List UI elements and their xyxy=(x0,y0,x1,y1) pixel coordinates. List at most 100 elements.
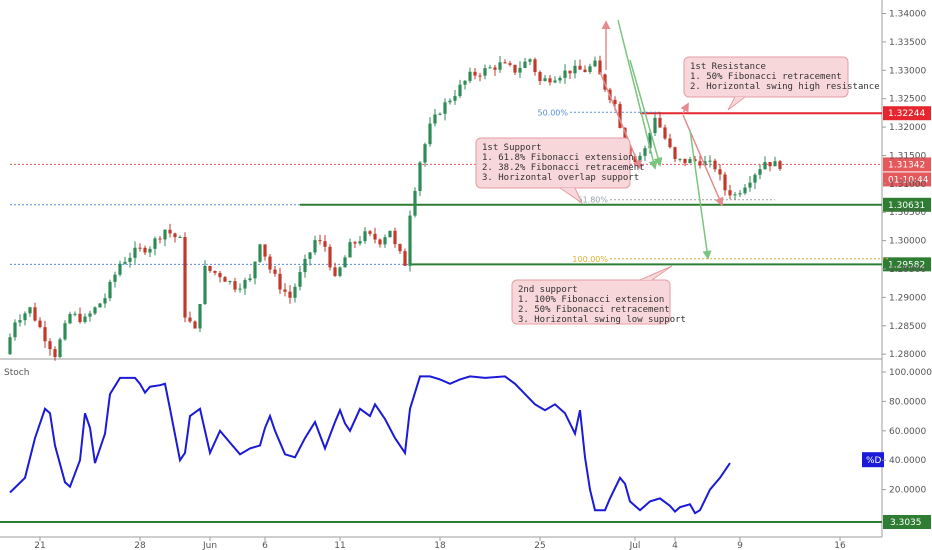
candle-body[interactable] xyxy=(298,272,302,287)
candle-body[interactable] xyxy=(363,231,367,242)
candle-body[interactable] xyxy=(98,303,102,308)
candle-body[interactable] xyxy=(243,280,247,289)
candle-body[interactable] xyxy=(173,233,177,238)
candle-body[interactable] xyxy=(738,193,742,195)
candle-body[interactable] xyxy=(433,114,437,124)
candle-body[interactable] xyxy=(113,274,117,282)
candle-body[interactable] xyxy=(263,244,267,257)
candle-body[interactable] xyxy=(483,68,487,76)
candle-body[interactable] xyxy=(73,313,77,315)
candle-body[interactable] xyxy=(548,78,552,83)
candle-body[interactable] xyxy=(33,307,37,321)
candle-body[interactable] xyxy=(213,270,217,273)
candle-body[interactable] xyxy=(423,144,427,163)
candle-body[interactable] xyxy=(703,161,707,166)
candle-body[interactable] xyxy=(513,64,517,73)
candle-body[interactable] xyxy=(28,307,32,314)
candle-body[interactable] xyxy=(573,65,577,74)
candle-body[interactable] xyxy=(343,257,347,268)
candle-body[interactable] xyxy=(18,320,22,323)
candle-body[interactable] xyxy=(183,237,187,318)
candle-body[interactable] xyxy=(93,307,97,314)
candle-body[interactable] xyxy=(733,194,737,196)
candle-body[interactable] xyxy=(688,159,692,164)
stoch-d-line[interactable] xyxy=(9,375,731,515)
candle-body[interactable] xyxy=(598,60,602,75)
candle-body[interactable] xyxy=(713,160,717,170)
candle-body[interactable] xyxy=(533,59,537,73)
candle-body[interactable] xyxy=(698,161,702,166)
candle-body[interactable] xyxy=(208,265,212,271)
candle-body[interactable] xyxy=(413,190,417,216)
candle-body[interactable] xyxy=(708,160,712,162)
candle-body[interactable] xyxy=(153,238,157,249)
candle-body[interactable] xyxy=(393,230,397,245)
candle-body[interactable] xyxy=(378,239,382,245)
candle-body[interactable] xyxy=(283,289,287,292)
candle-body[interactable] xyxy=(448,100,452,103)
candle-body[interactable] xyxy=(438,113,442,115)
candle-body[interactable] xyxy=(198,304,202,329)
candle-body[interactable] xyxy=(538,72,542,82)
candle-body[interactable] xyxy=(108,281,112,299)
candle-body[interactable] xyxy=(603,74,607,90)
candle-body[interactable] xyxy=(398,244,402,252)
candle-body[interactable] xyxy=(133,247,137,258)
candle-body[interactable] xyxy=(288,291,292,298)
candle-body[interactable] xyxy=(618,104,622,128)
candle-body[interactable] xyxy=(13,322,17,338)
candle-body[interactable] xyxy=(518,67,522,73)
candle-body[interactable] xyxy=(758,169,762,175)
candle-body[interactable] xyxy=(248,278,252,281)
candle-body[interactable] xyxy=(748,182,752,188)
candle-body[interactable] xyxy=(523,61,527,68)
candle-body[interactable] xyxy=(328,246,332,268)
candle-body[interactable] xyxy=(83,316,87,323)
candle-body[interactable] xyxy=(228,281,232,283)
candle-body[interactable] xyxy=(373,233,377,240)
candle-body[interactable] xyxy=(103,298,107,304)
candle-body[interactable] xyxy=(468,71,472,81)
candle-body[interactable] xyxy=(673,147,677,160)
candle-body[interactable] xyxy=(638,155,642,162)
candle-body[interactable] xyxy=(348,242,352,258)
candle-body[interactable] xyxy=(178,237,182,239)
candle-body[interactable] xyxy=(258,244,262,262)
candle-body[interactable] xyxy=(278,273,282,290)
candle-body[interactable] xyxy=(503,62,507,64)
candle-body[interactable] xyxy=(193,321,197,329)
candle-body[interactable] xyxy=(368,231,372,234)
candle-body[interactable] xyxy=(23,313,27,321)
candle-body[interactable] xyxy=(453,96,457,101)
candle-body[interactable] xyxy=(753,174,757,183)
candle-body[interactable] xyxy=(168,229,172,234)
candle-body[interactable] xyxy=(723,174,727,191)
candle-body[interactable] xyxy=(443,102,447,114)
candle-body[interactable] xyxy=(273,269,277,274)
candle-body[interactable] xyxy=(188,317,192,322)
candle-body[interactable] xyxy=(143,247,147,253)
candle-body[interactable] xyxy=(418,162,422,191)
candle-body[interactable] xyxy=(593,60,597,67)
candle-body[interactable] xyxy=(408,215,412,266)
candle-body[interactable] xyxy=(553,80,557,83)
candle-body[interactable] xyxy=(683,158,687,164)
candle-body[interactable] xyxy=(773,161,777,167)
candle-body[interactable] xyxy=(563,70,567,78)
stochastic-panel[interactable]: Stoch 3.3035 %D xyxy=(0,368,931,529)
candle-body[interactable] xyxy=(8,337,12,355)
candle-body[interactable] xyxy=(218,272,222,278)
candle-body[interactable] xyxy=(238,288,242,290)
candle-body[interactable] xyxy=(118,263,122,275)
candle-body[interactable] xyxy=(763,162,767,170)
candle-body[interactable] xyxy=(358,241,362,244)
candle-body[interactable] xyxy=(558,77,562,81)
candle-body[interactable] xyxy=(308,252,312,259)
candle-body[interactable] xyxy=(403,251,407,266)
candle-body[interactable] xyxy=(543,78,547,82)
candle-body[interactable] xyxy=(693,159,697,162)
candle-body[interactable] xyxy=(588,66,592,73)
candle-body[interactable] xyxy=(43,327,47,342)
